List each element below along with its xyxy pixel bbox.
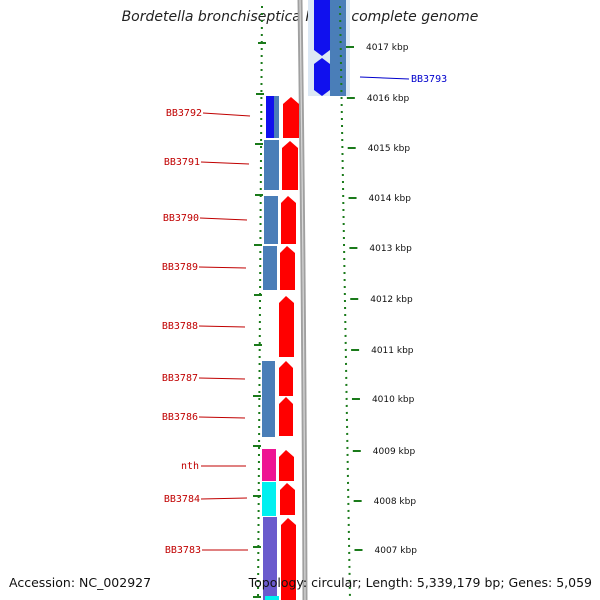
gene-label: BB3793 [411,74,447,85]
scale-label: 4012 kbp [370,295,413,305]
scale-label: 4007 kbp [375,546,418,556]
scale-label: 4017 kbp [366,43,409,53]
gene-red-arrow-9 [280,483,295,515]
scale-label: 4011 kbp [371,346,414,356]
gene-label: BB3786 [162,412,198,423]
gene-label: BB3791 [164,157,200,168]
gene-bb3786 [262,397,275,437]
gene-cyan-bottom [265,596,279,600]
gene-nth [262,449,276,481]
gene-red-arrow-4 [280,246,295,290]
gene-red-arrow-3 [281,196,296,244]
gene-label: BB3787 [162,373,198,384]
gene-label: nth [181,461,199,472]
gene-label: BB3790 [163,213,199,224]
scale-label: 4010 kbp [372,395,415,405]
gene-labels-left: BB3792 BB3791 BB3790 BB3789 BB3788 BB378… [162,108,202,556]
gene-red-arrow-6 [279,361,293,396]
scale-label: 4016 kbp [367,94,410,104]
gene-bb3791 [264,140,279,190]
gene-red-arrow-1 [283,97,299,138]
gene-leader-lines [198,76,410,551]
scale-label: 4015 kbp [368,144,411,154]
gene-label: BB3784 [164,494,200,505]
gene-red-arrow-7 [279,397,293,436]
gene-red-arrow-8 [279,450,294,481]
scale-axis: 4017 kbp 4016 kbp 4015 kbp 4014 kbp 4013 kbp… [346,43,417,556]
scale-label: 4013 kbp [369,244,412,254]
gene-bb3792-blue [266,96,274,138]
gene-label: BB3789 [162,262,198,273]
gene-bb3783 [263,517,277,600]
genome-backbone-inner [299,0,306,600]
gene-blue-arrow-lower [314,58,330,96]
gene-bb3787 [262,361,275,397]
gene-labels-right: BB3793 [411,74,447,85]
gene-red-arrow-2 [282,141,298,190]
right-dotted-guide [339,5,351,600]
gene-red-arrow-5 [279,296,294,357]
left-guide-ticks [253,42,266,598]
topology-text: Topology: circular; Length: 5,339,179 bp… [248,575,592,590]
scale-label: 4008 kbp [374,497,417,507]
gene-label: BB3783 [165,545,201,556]
gene-bb3784 [262,482,276,516]
gene-bb3792-steel [274,96,279,138]
gene-bb3790 [264,196,278,244]
accession-text: Accession: NC_002927 [9,575,152,590]
gene-bb3793-segment [330,0,346,96]
gene-bb3789 [263,246,277,290]
scale-label: 4009 kbp [373,447,416,457]
gene-label: BB3788 [162,321,198,332]
gene-label: BB3792 [166,108,202,119]
left-dotted-guide [257,5,263,600]
gene-red-arrow-10 [281,518,296,600]
scale-label: 4014 kbp [369,194,412,204]
gene-blue-arrow-upper [314,0,330,56]
